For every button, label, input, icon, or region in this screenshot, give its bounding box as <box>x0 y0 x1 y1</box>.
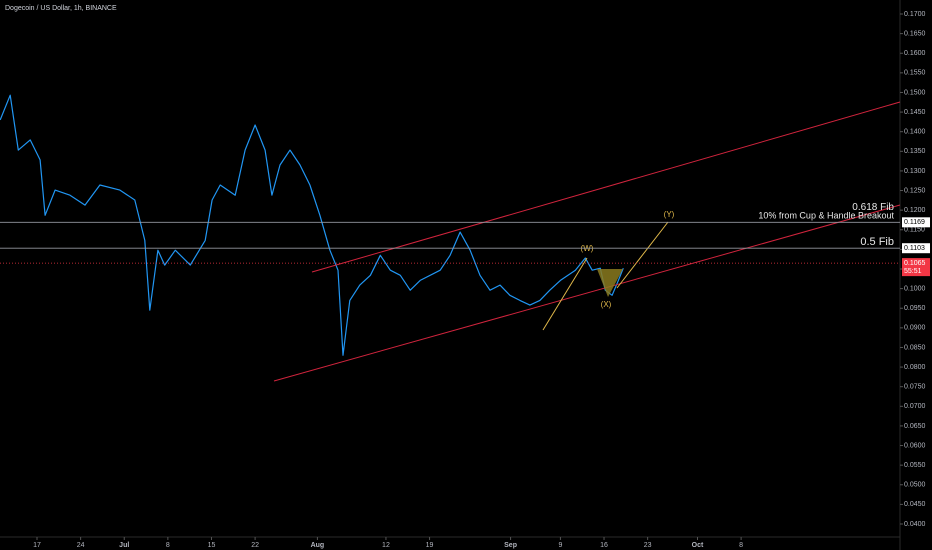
x-tick-label: 12 <box>382 542 390 549</box>
y-tick-label: 0.1600 <box>904 50 926 57</box>
y-tick-label: 0.1700 <box>904 11 926 18</box>
price-badge <box>902 217 930 228</box>
y-tick-label: 0.1450 <box>904 109 926 116</box>
x-tick-label: 9 <box>558 542 562 549</box>
y-tick-label: 0.0700 <box>904 403 926 410</box>
price-badge-label: 0.1169 <box>904 219 925 226</box>
y-tick-label: 0.1550 <box>904 70 926 77</box>
x-tick-label: Aug <box>311 542 325 549</box>
wave-label: (Y) <box>664 210 675 219</box>
x-tick-label: 19 <box>426 542 434 549</box>
y-tick-label: 0.0950 <box>904 305 926 312</box>
y-tick-label: 0.1250 <box>904 187 926 194</box>
cup-triangle <box>597 269 623 297</box>
x-tick-label: Jul <box>119 542 129 549</box>
chart-title: Dogecoin / US Dollar, 1h, BINANCE <box>5 5 117 12</box>
fib-label: 0.618 Fib <box>852 202 894 213</box>
fib-label: 0.5 Fib <box>860 236 894 248</box>
fib-label: 10% from Cup & Handle Breakout <box>758 211 894 221</box>
last-price-badge <box>902 258 930 277</box>
y-tick-label: 0.1500 <box>904 89 926 96</box>
y-tick-label: 0.0500 <box>904 482 926 489</box>
x-tick-label: Oct <box>692 542 704 549</box>
y-tick-label: 0.1300 <box>904 168 926 175</box>
y-tick-label: 0.0400 <box>904 521 926 528</box>
x-tick-label: Sep <box>504 542 517 549</box>
y-tick-label: 0.0850 <box>904 344 926 351</box>
y-tick-label: 0.0750 <box>904 384 926 391</box>
last-price-label: 0.1065 <box>904 260 926 267</box>
y-tick-label: 0.0450 <box>904 501 926 508</box>
channel-lower <box>273 204 901 382</box>
channel-upper <box>311 101 901 273</box>
y-tick-label: 0.0600 <box>904 442 926 449</box>
wave-line <box>542 257 588 331</box>
y-tick-label: 0.1150 <box>904 227 925 234</box>
y-tick-label: 0.0650 <box>904 423 926 430</box>
x-tick-label: 8 <box>739 542 743 549</box>
wave-label: (X) <box>601 300 612 309</box>
x-tick-label: 16 <box>600 542 608 549</box>
wave-label: (W) <box>581 244 594 253</box>
y-tick-label: 0.0800 <box>904 364 926 371</box>
y-tick-label: 0.1400 <box>904 129 926 136</box>
price-line <box>0 94 624 356</box>
x-tick-label: 8 <box>166 542 170 549</box>
y-tick-label: 0.1650 <box>904 30 926 37</box>
x-tick-label: 15 <box>208 542 216 549</box>
y-tick-label: 0.0900 <box>904 325 926 332</box>
countdown-label: 55:51 <box>904 268 922 275</box>
x-tick-label: 24 <box>77 542 85 549</box>
x-tick-label: 23 <box>644 542 652 549</box>
y-tick-label: 0.0550 <box>904 462 926 469</box>
y-tick-label: 0.1000 <box>904 285 926 292</box>
price-badge <box>902 243 930 254</box>
x-tick-label: 17 <box>33 542 41 549</box>
x-tick-label: 22 <box>251 542 259 549</box>
wave-line <box>616 221 669 289</box>
y-tick-label: 0.1200 <box>904 207 926 214</box>
y-tick-label: 0.1350 <box>904 148 926 155</box>
price-badge-label: 0.1103 <box>904 245 925 252</box>
